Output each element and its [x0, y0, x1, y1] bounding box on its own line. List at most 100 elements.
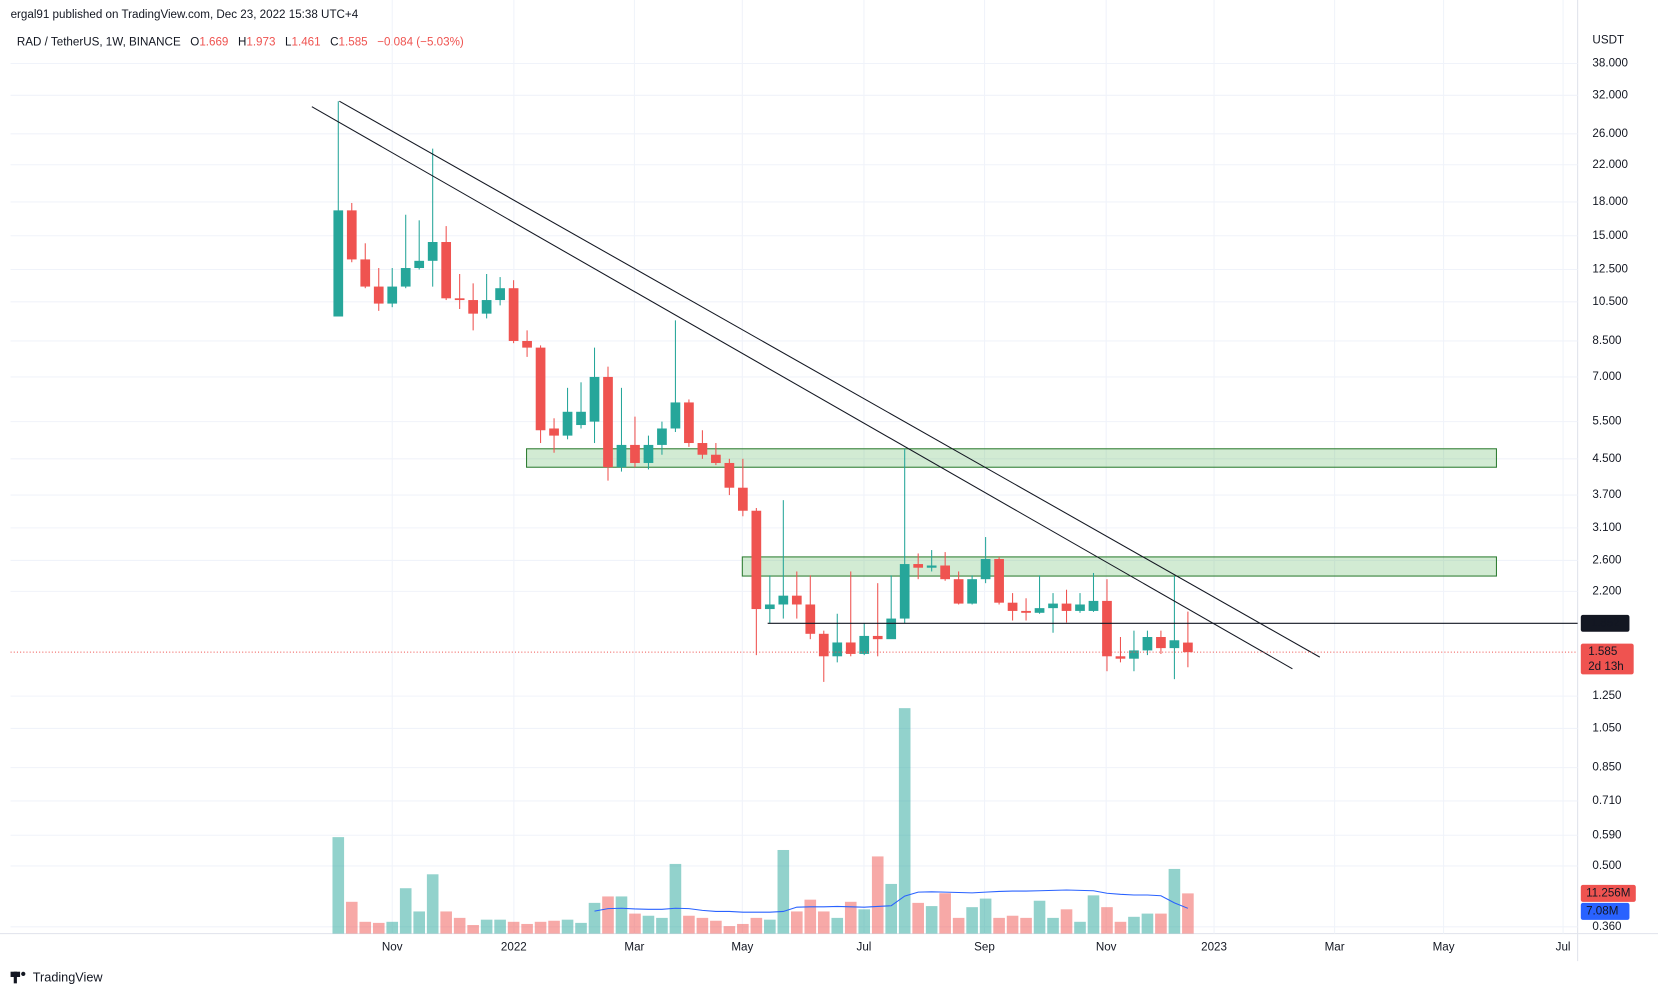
volume-bar [656, 917, 668, 934]
y-tick-label: 2.200 [1592, 584, 1622, 597]
volume-bar [494, 919, 506, 934]
y-tick-label: 38.000 [1592, 57, 1628, 70]
volume-bar [1168, 868, 1181, 934]
candle-body [1156, 637, 1166, 649]
x-tick-label: Nov [1096, 940, 1117, 953]
candle-body [670, 402, 681, 429]
volume-bar [440, 911, 452, 934]
volume-bar [1182, 893, 1194, 934]
y-tick-label: 0.850 [1592, 761, 1622, 774]
open-value: 1.669 [199, 35, 228, 48]
volume-bar [1101, 907, 1113, 934]
y-tick-label: 1.050 [1592, 722, 1622, 735]
x-tick-label: Nov [382, 940, 403, 953]
volume-bar [359, 921, 372, 934]
volume-bar [750, 917, 763, 934]
candle-body [630, 444, 640, 463]
volume-bar [629, 913, 641, 934]
volume-bar [534, 921, 547, 934]
candle-body [576, 411, 586, 426]
y-tick-label: 0.590 [1592, 828, 1622, 841]
x-tick-label: May [1433, 940, 1455, 953]
candle-body [1142, 637, 1153, 651]
volume-bar [710, 920, 722, 934]
volume-bar [386, 921, 399, 934]
candle-body [360, 259, 371, 287]
volume-bar [683, 915, 695, 934]
y-tick-label: 0.360 [1592, 920, 1622, 933]
candle-body [468, 300, 478, 314]
candle-body [346, 210, 357, 260]
candle-body [1088, 600, 1099, 611]
candle-body [1007, 602, 1018, 611]
y-tick-label: 32.000 [1592, 88, 1628, 101]
change: −0.084 (−5.03%) [377, 35, 464, 48]
volume-bar [521, 923, 533, 934]
x-tick-label: Sep [974, 940, 995, 953]
y-tick-label: 15.000 [1592, 229, 1628, 242]
candle-body [400, 268, 411, 287]
y-tick-label: 1.250 [1592, 689, 1622, 702]
candle-body [859, 635, 870, 654]
candle-body [549, 428, 559, 436]
candle-body [805, 604, 816, 634]
y-tick-label: 5.500 [1592, 415, 1622, 428]
volume-bar [1141, 913, 1154, 934]
x-tick-label: Jul [1556, 940, 1571, 953]
y-tick-label: 3.100 [1592, 521, 1622, 534]
countdown: 2d 13h [1588, 660, 1624, 673]
y-tick-label: 0.500 [1592, 859, 1622, 872]
trendline [339, 100, 1321, 658]
candle-body [751, 510, 762, 610]
volume-bar [993, 917, 1005, 934]
level-label: 1.852 [1591, 616, 1620, 629]
volume-bar [858, 909, 871, 934]
x-tick-label: Jul [857, 940, 872, 953]
volume-bar [332, 837, 345, 934]
volume-bar [426, 874, 439, 934]
y-tick-label: 18.000 [1592, 195, 1628, 208]
candle-body [1034, 608, 1045, 613]
candle-body [1021, 610, 1031, 613]
volume-bar [1128, 916, 1140, 934]
candle-body [643, 444, 654, 463]
volume-ma-label: 7.08M [1586, 904, 1618, 917]
candle-body [1061, 603, 1072, 611]
candle-body [333, 210, 344, 317]
volume-bar [764, 919, 776, 934]
brand-logo [10, 971, 26, 984]
volume-bar [507, 921, 520, 934]
volume-bar [1060, 909, 1073, 934]
y-tick-label: 12.500 [1592, 263, 1628, 276]
volume-bar [898, 708, 911, 934]
candle-body [778, 595, 789, 605]
candle-body [791, 595, 802, 605]
x-tick-label: Mar [624, 940, 644, 953]
volume-bar [1074, 921, 1086, 934]
last-price-box [1580, 643, 1634, 675]
candle-body [872, 635, 883, 640]
volume-bar [480, 919, 493, 934]
candle-body [967, 579, 977, 604]
candle-body [926, 565, 937, 568]
candle-body [522, 340, 532, 348]
open-letter: O [190, 35, 199, 48]
volume-ma-line [594, 889, 1189, 913]
candle-body [481, 300, 492, 314]
x-tick-label: May [731, 940, 753, 953]
candle-body [899, 564, 910, 619]
y-tick-label: 0.710 [1592, 794, 1622, 807]
volume-bar [615, 896, 628, 934]
volume-bar [669, 863, 682, 934]
volume-bar [804, 899, 817, 934]
volume-bar [1155, 913, 1167, 934]
candle-body [1183, 642, 1193, 653]
volume-bar [885, 883, 898, 934]
volume-bar [1033, 900, 1046, 934]
volume-bar [952, 917, 965, 934]
close-value: 1.585 [339, 35, 368, 48]
y-tick-label: 26.000 [1592, 127, 1628, 140]
volume-bar [696, 917, 709, 934]
volume-label: 11.256M [1586, 886, 1630, 899]
